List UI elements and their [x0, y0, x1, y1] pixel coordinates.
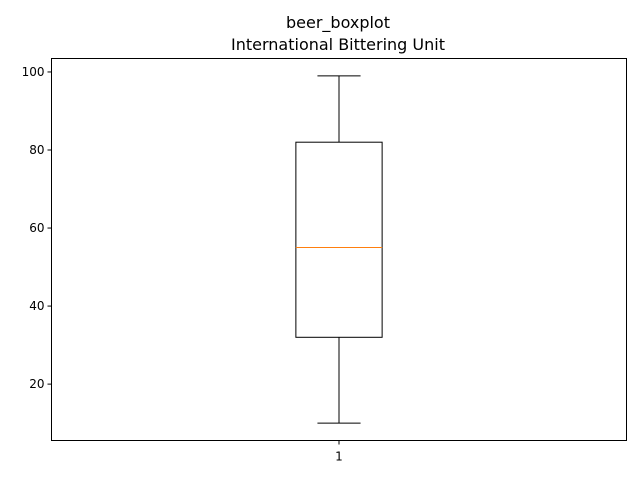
y-tick-label-80: 80 [29, 143, 44, 157]
y-tick-label-60: 60 [29, 221, 44, 235]
box-iqr [295, 141, 383, 338]
y-tick-label-40: 40 [29, 299, 44, 313]
x-tick-label-1: 1 [335, 450, 343, 464]
chart-title-line1: beer_boxplot [286, 13, 390, 33]
y-tick-label-20: 20 [29, 377, 44, 391]
y-tick-label-100: 100 [22, 65, 45, 79]
chart-title-line2: International Bittering Unit [231, 35, 445, 54]
